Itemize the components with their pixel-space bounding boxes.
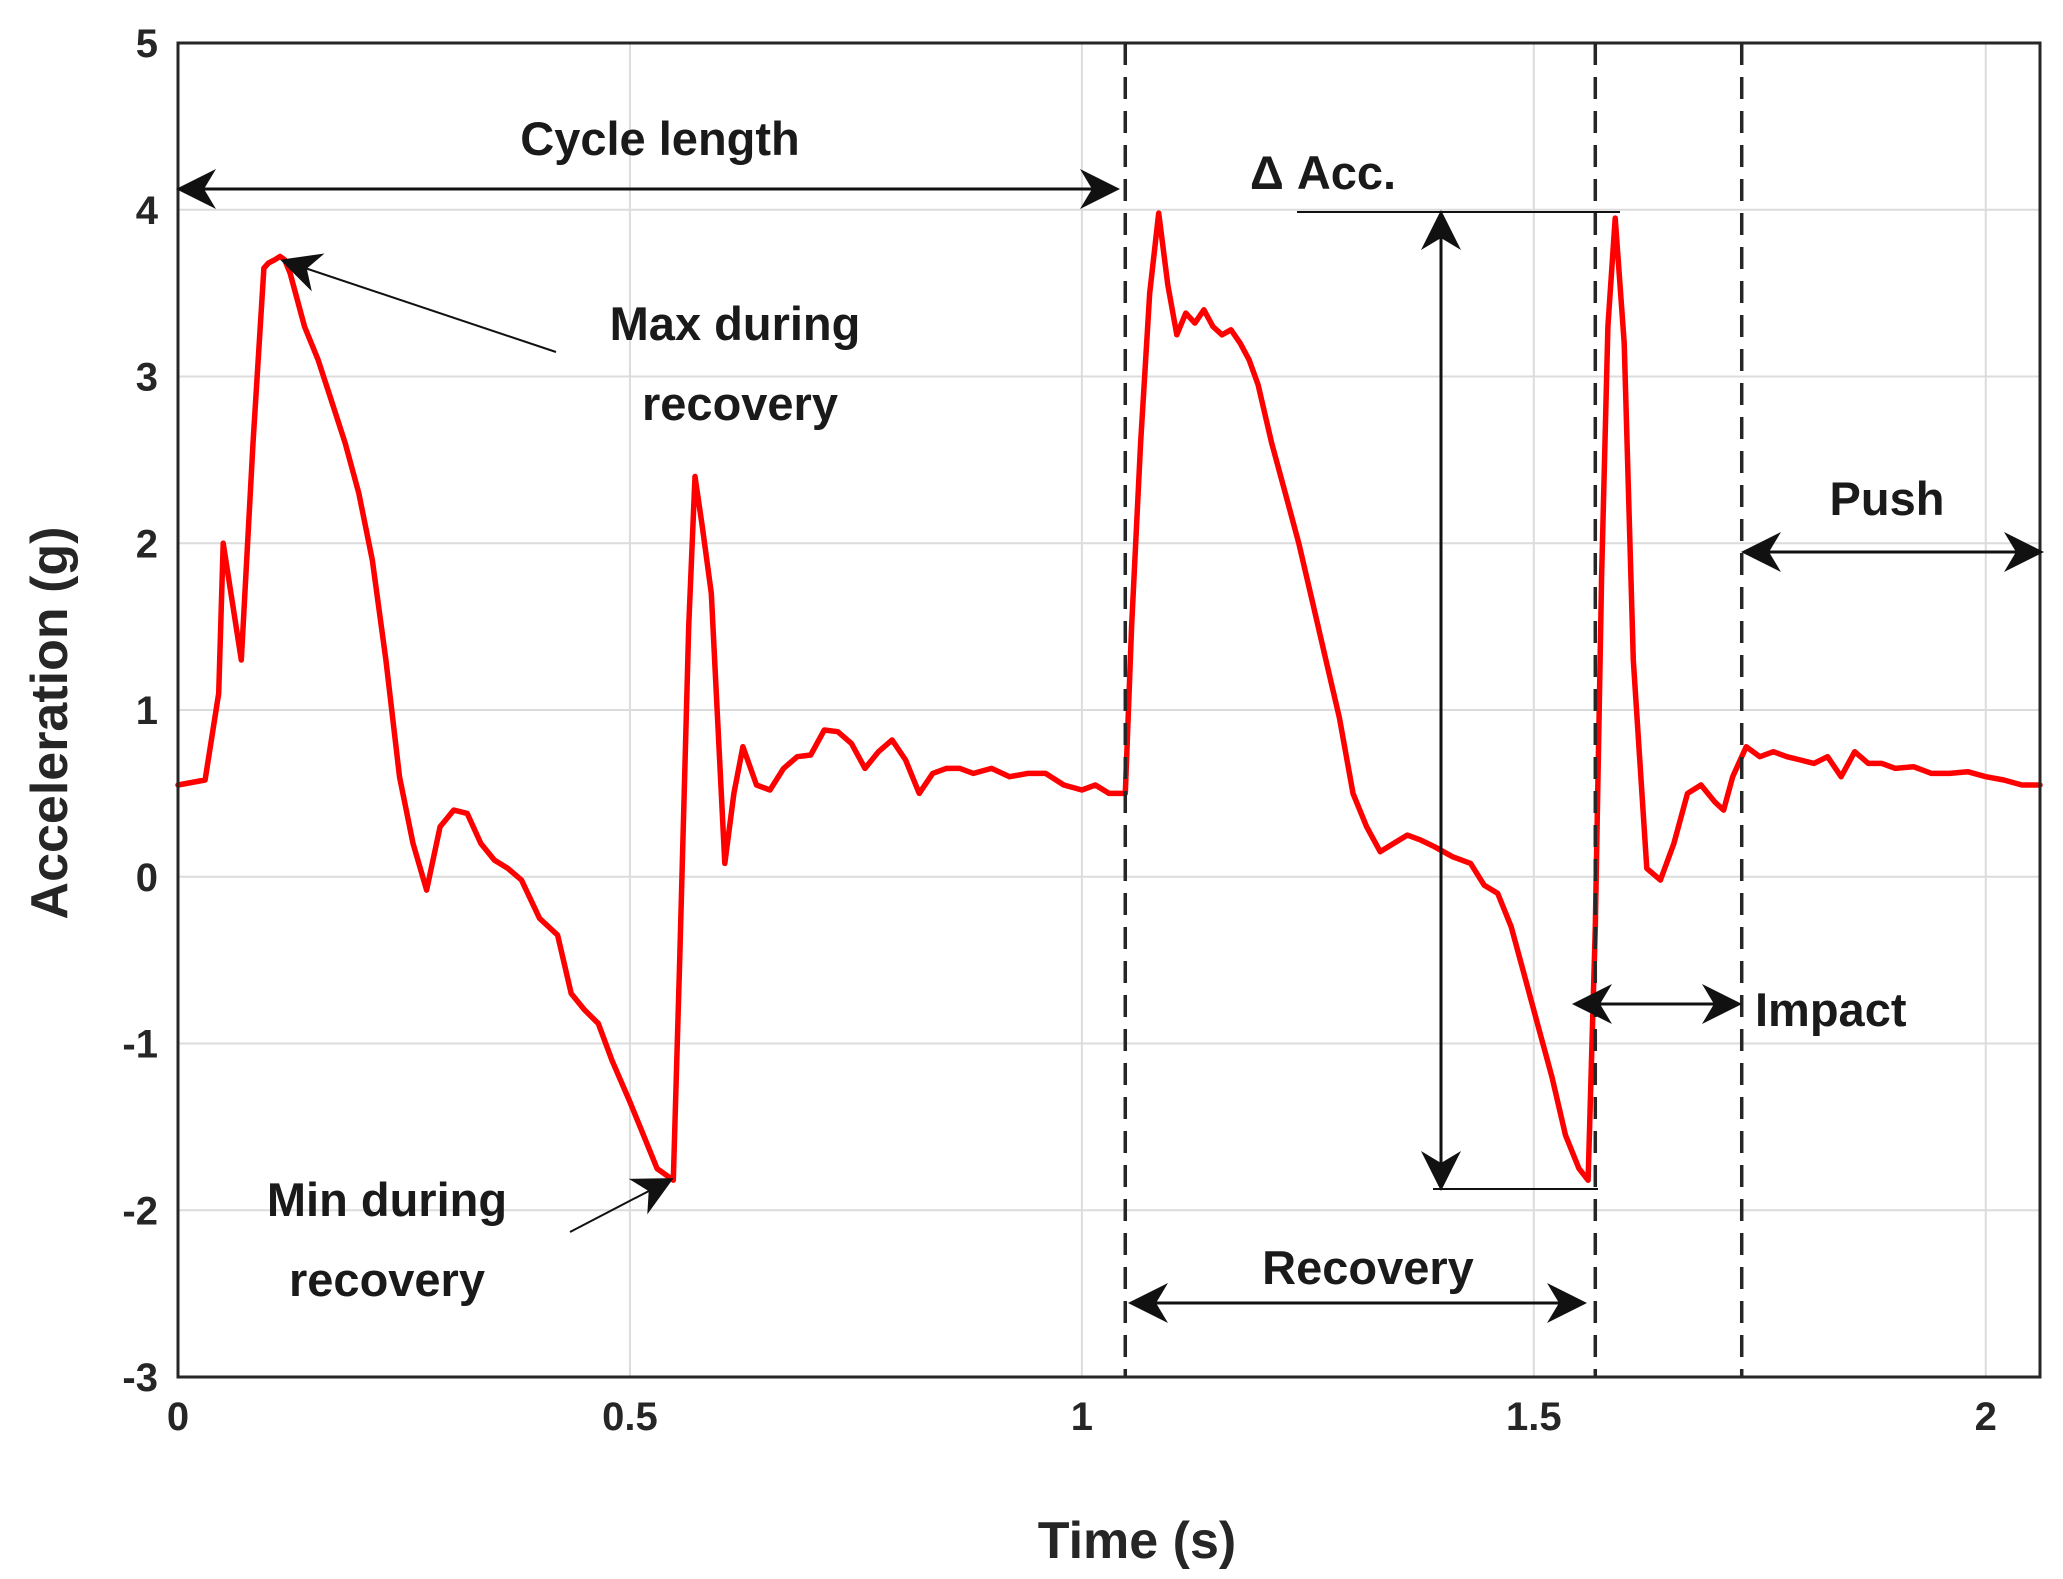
y-tick-label: 1 bbox=[136, 689, 158, 733]
y-tick-label: -2 bbox=[122, 1189, 158, 1233]
y-tick-label: 3 bbox=[136, 356, 158, 400]
y-tick-label: 2 bbox=[136, 522, 158, 566]
x-tick-label: 2 bbox=[1975, 1395, 1997, 1439]
y-tick-label: 5 bbox=[136, 22, 158, 66]
y-tick-label: -3 bbox=[122, 1356, 158, 1400]
annotations: Cycle length Δ Acc. Max during recovery … bbox=[176, 112, 2044, 1323]
x-tick-labels: 0 0.5 1 1.5 2 bbox=[167, 1395, 1997, 1439]
y-tick-label: -1 bbox=[122, 1023, 158, 1067]
min-label-line1: Min during bbox=[267, 1173, 507, 1226]
y-axis-label: Acceleration (g) bbox=[21, 527, 79, 920]
plot-frame bbox=[176, 41, 2042, 1379]
delta-acc-label: Δ Acc. bbox=[1250, 146, 1396, 199]
x-tick-label: 1.5 bbox=[1506, 1395, 1562, 1439]
min-pointer-arrow bbox=[569, 1178, 674, 1233]
max-pointer-arrow bbox=[280, 253, 557, 353]
x-tick-label: 0 bbox=[167, 1395, 189, 1439]
min-label-line2: recovery bbox=[289, 1253, 485, 1306]
recovery-label: Recovery bbox=[1262, 1241, 1474, 1294]
y-tick-labels: -3 -2 -1 0 1 2 3 4 5 bbox=[122, 22, 158, 1400]
x-axis-label: Time (s) bbox=[1038, 1512, 1236, 1570]
phase-dashed-lines bbox=[1123, 43, 1744, 1377]
x-tick-label: 0.5 bbox=[602, 1395, 658, 1439]
cycle-length-label: Cycle length bbox=[520, 112, 799, 165]
push-label: Push bbox=[1830, 472, 1945, 525]
y-tick-label: 0 bbox=[136, 856, 158, 900]
impact-label: Impact bbox=[1755, 983, 1907, 1036]
x-tick-label: 1 bbox=[1071, 1395, 1093, 1439]
max-label-line1: Max during bbox=[610, 297, 861, 350]
y-tick-label: 4 bbox=[136, 189, 159, 233]
max-label-line2: recovery bbox=[642, 377, 838, 430]
